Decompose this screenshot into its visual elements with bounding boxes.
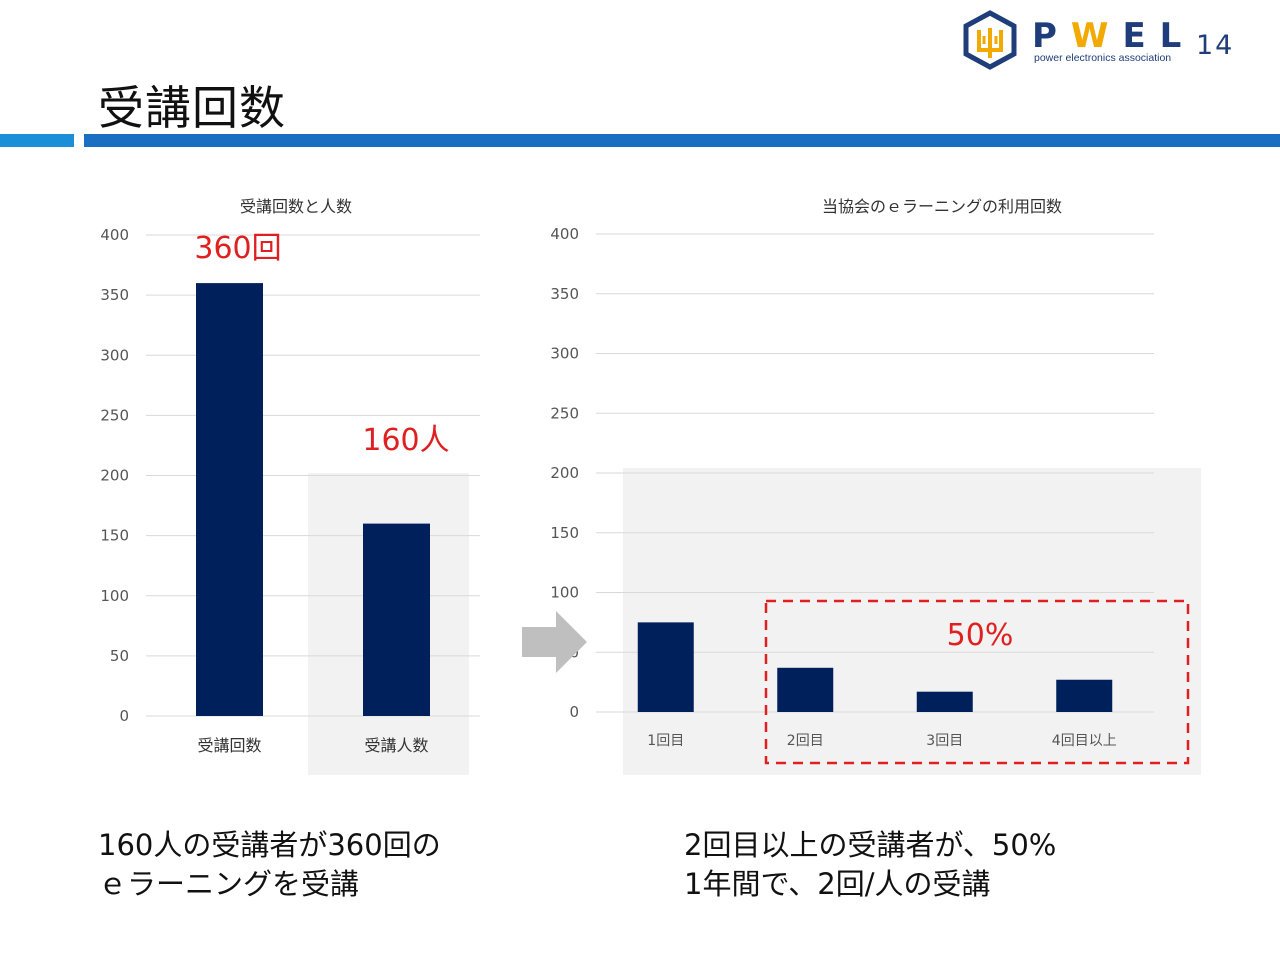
y-tick-label: 200 (550, 464, 579, 482)
y-tick-label: 400 (550, 225, 579, 243)
page-number: 14 (1196, 30, 1235, 61)
caption-left-line2: ｅラーニングを受講 (98, 867, 360, 901)
right-bar-chart: 050100150200250300350400当協会のｅラーニングの利用回数1… (550, 197, 1201, 775)
caption-right: 2回目以上の受講者が、50% 1年間で、2回/人の受講 (684, 826, 1056, 904)
header-rule (84, 134, 1280, 147)
bar (637, 622, 694, 712)
arrow-right-icon (522, 611, 587, 673)
bar (777, 667, 834, 712)
bar (1056, 679, 1113, 712)
logo-subtitle: power electronics association (1034, 52, 1172, 64)
highlight-background (623, 468, 1201, 775)
chart-title: 当協会のｅラーニングの利用回数 (822, 197, 1062, 216)
caption-left: 160人の受講者が360回の ｅラーニングを受講 (98, 826, 441, 904)
caption-left-line1: 160人の受講者が360回の (98, 828, 441, 862)
y-tick-label: 250 (100, 406, 129, 424)
y-tick-label: 150 (550, 524, 579, 542)
bar (916, 691, 973, 712)
page-title: 受講回数 (98, 81, 286, 135)
caption-right-line1: 2回目以上の受講者が、50% (684, 828, 1057, 862)
x-category-label: 2回目 (787, 733, 824, 749)
y-tick-label: 0 (569, 703, 579, 721)
y-tick-label: 300 (550, 345, 579, 363)
logo-letter: W (1070, 16, 1123, 56)
y-tick-label: 200 (100, 467, 129, 485)
y-tick-label: 350 (550, 285, 579, 303)
y-tick-label: 400 (100, 226, 129, 244)
y-tick-label: 0 (119, 707, 129, 725)
x-category-label: 受講回数 (197, 736, 261, 755)
bar (363, 523, 430, 716)
x-category-label: 3回目 (926, 733, 963, 749)
pwel-hexagon-icon (963, 10, 1017, 70)
bar-annotation: 360回 (194, 231, 281, 266)
pwel-logo: PWEL power electronics association (960, 10, 1190, 70)
y-tick-label: 300 (100, 346, 129, 364)
bar (196, 283, 263, 716)
y-tick-label: 50 (110, 647, 129, 665)
x-category-label: 受講人数 (364, 736, 428, 755)
logo-letter: P (1032, 16, 1071, 56)
chart-title: 受講回数と人数 (240, 197, 352, 216)
y-tick-label: 100 (100, 587, 129, 605)
logo-wordmark: PWEL (1032, 16, 1195, 56)
x-category-label: 1回目 (647, 733, 684, 749)
logo-letter: E (1122, 16, 1160, 56)
x-category-label: 4回目以上 (1052, 733, 1117, 749)
logo-letter: L (1159, 16, 1196, 56)
y-tick-label: 150 (100, 527, 129, 545)
bar-annotation: 160人 (362, 423, 449, 458)
header-rule-accent (0, 134, 74, 147)
highlight-dashed-box (764, 599, 1190, 765)
y-tick-label: 100 (550, 584, 579, 602)
caption-right-line2: 1年間で、2回/人の受講 (684, 867, 991, 901)
percentage-annotation: 50% (947, 618, 1014, 653)
y-tick-label: 350 (100, 286, 129, 304)
y-tick-label: 250 (550, 404, 579, 422)
